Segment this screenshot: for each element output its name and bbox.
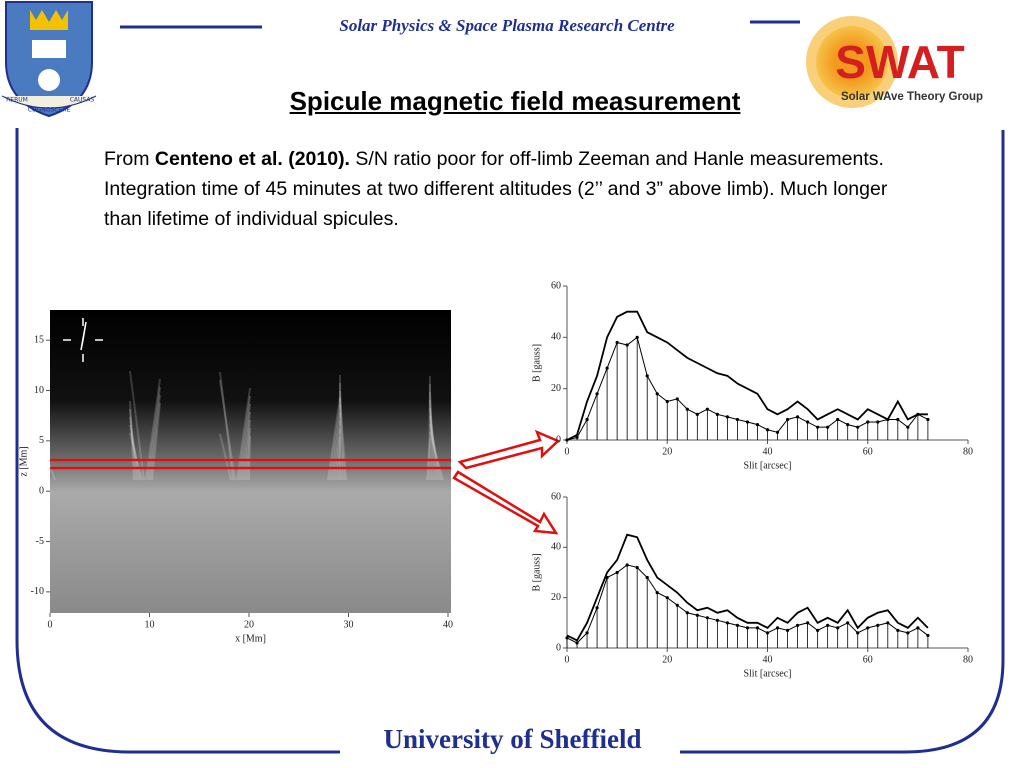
series-line bbox=[566, 310, 928, 441]
y-tick-label: 40 bbox=[551, 332, 561, 343]
motto-word: RERUM bbox=[6, 97, 28, 104]
y-tick-label: 40 bbox=[551, 542, 561, 553]
x-axis-label: x [Mm] bbox=[235, 633, 266, 644]
streak bbox=[429, 407, 438, 481]
streak bbox=[147, 386, 161, 481]
x-tick-label: 20 bbox=[662, 446, 672, 457]
streak bbox=[429, 423, 442, 481]
citation: Centeno et al. (2010). bbox=[154, 148, 350, 170]
streak bbox=[429, 399, 436, 481]
x-tick-label: 40 bbox=[443, 619, 453, 630]
slide-title: Spicule magnetic field measurement bbox=[289, 86, 741, 116]
x-tick-label: 40 bbox=[763, 654, 773, 665]
x-tick-label: 80 bbox=[963, 446, 973, 457]
motto-word: COGNOSCERE bbox=[28, 107, 71, 114]
motto-word: CAUSAS bbox=[70, 97, 95, 104]
streak bbox=[151, 402, 161, 481]
y-tick-label: 20 bbox=[551, 592, 561, 603]
x-tick-label: 0 bbox=[48, 619, 53, 630]
x-tick-label: 60 bbox=[863, 446, 873, 457]
streak bbox=[339, 398, 347, 481]
streak bbox=[236, 387, 251, 481]
streak bbox=[219, 433, 232, 481]
y-tick-label: 10 bbox=[34, 385, 44, 396]
x-tick-label: 40 bbox=[763, 446, 773, 457]
body-prefix: From bbox=[104, 148, 155, 170]
series-line bbox=[566, 564, 929, 644]
streak bbox=[240, 403, 251, 481]
streak bbox=[339, 390, 345, 481]
frame bbox=[15, 20, 1005, 754]
streak bbox=[39, 439, 56, 481]
footer: University of Sheffield bbox=[383, 724, 642, 754]
y-axis-label: z [Mm] bbox=[18, 446, 29, 476]
streak bbox=[219, 379, 236, 481]
y-tick-label: 60 bbox=[551, 491, 561, 502]
streak bbox=[337, 436, 341, 481]
x-tick-label: 0 bbox=[565, 446, 570, 457]
streak bbox=[238, 395, 251, 481]
series-line bbox=[566, 533, 929, 642]
x-axis-label: Slit [arcsec] bbox=[743, 460, 791, 471]
logo-subtitle: Solar WAve Theory Group bbox=[841, 91, 983, 103]
streak bbox=[333, 420, 341, 481]
x-axis-label: Slit [arcsec] bbox=[743, 668, 791, 679]
streak bbox=[129, 408, 137, 481]
streak bbox=[331, 412, 341, 481]
streak bbox=[129, 400, 135, 481]
swat-logo: SWAT Solar WAve Theory Group bbox=[806, 16, 983, 108]
arrows bbox=[452, 429, 561, 535]
streak bbox=[429, 391, 434, 481]
streak bbox=[129, 416, 139, 481]
clock-icon bbox=[63, 318, 103, 362]
centre-name: Solar Physics & Space Plasma Research Ce… bbox=[339, 16, 675, 35]
streak bbox=[429, 431, 444, 481]
series-line bbox=[566, 336, 929, 441]
x-tick-label: 0 bbox=[565, 654, 570, 665]
x-tick-label: 10 bbox=[145, 619, 155, 630]
x-tick-label: 20 bbox=[662, 654, 672, 665]
streak bbox=[339, 382, 343, 481]
y-tick-label: 0 bbox=[39, 485, 44, 496]
streak bbox=[429, 415, 440, 481]
university-crest: RERUM COGNOSCERE CAUSAS bbox=[1, 1, 97, 118]
x-tick-label: 80 bbox=[963, 654, 973, 665]
y-tick-label: 60 bbox=[551, 280, 561, 291]
streak bbox=[329, 404, 341, 481]
y-tick-label: -10 bbox=[31, 586, 44, 597]
plot: 0 20 40 60 0 20 40 60 80 Slit [arcsec] B [gauss] bbox=[531, 280, 973, 471]
x-tick-label: 30 bbox=[344, 619, 354, 630]
streak bbox=[428, 375, 431, 481]
body-rest: S/N ratio poor for off-limb Zeeman and H… bbox=[104, 148, 888, 230]
plot: 0 20 40 60 0 20 40 60 80 Slit [arcsec] B [gauss] bbox=[531, 491, 973, 679]
y-tick-label: 5 bbox=[39, 435, 44, 446]
plot: 15 10 5 0 -5 -10 0 10 20 30 40 x [Mm] z [Mm] bbox=[18, 334, 453, 644]
streak bbox=[335, 428, 341, 481]
streak bbox=[327, 396, 341, 481]
streak bbox=[246, 427, 251, 481]
x-tick-label: 20 bbox=[244, 619, 254, 630]
y-axis-label: B [gauss] bbox=[531, 553, 542, 591]
y-tick-label: -5 bbox=[36, 536, 44, 547]
y-tick-label: 15 bbox=[34, 334, 44, 345]
y-tick-label: 0 bbox=[556, 434, 561, 445]
streak bbox=[145, 378, 161, 481]
y-tick-label: 20 bbox=[551, 383, 561, 394]
y-tick-label: 0 bbox=[556, 642, 561, 653]
streak bbox=[248, 435, 251, 481]
streak bbox=[129, 424, 141, 481]
streak bbox=[429, 383, 432, 481]
streak bbox=[149, 394, 161, 481]
streak bbox=[129, 432, 143, 481]
body-text: From Centeno et al. (2010). S/N ratio po… bbox=[104, 144, 904, 234]
streak bbox=[244, 419, 251, 481]
logo-title: SWAT bbox=[835, 36, 964, 88]
y-axis-label: B [gauss] bbox=[531, 344, 542, 382]
streak bbox=[242, 411, 251, 481]
x-tick-label: 60 bbox=[863, 654, 873, 665]
spicule-image bbox=[39, 310, 451, 613]
